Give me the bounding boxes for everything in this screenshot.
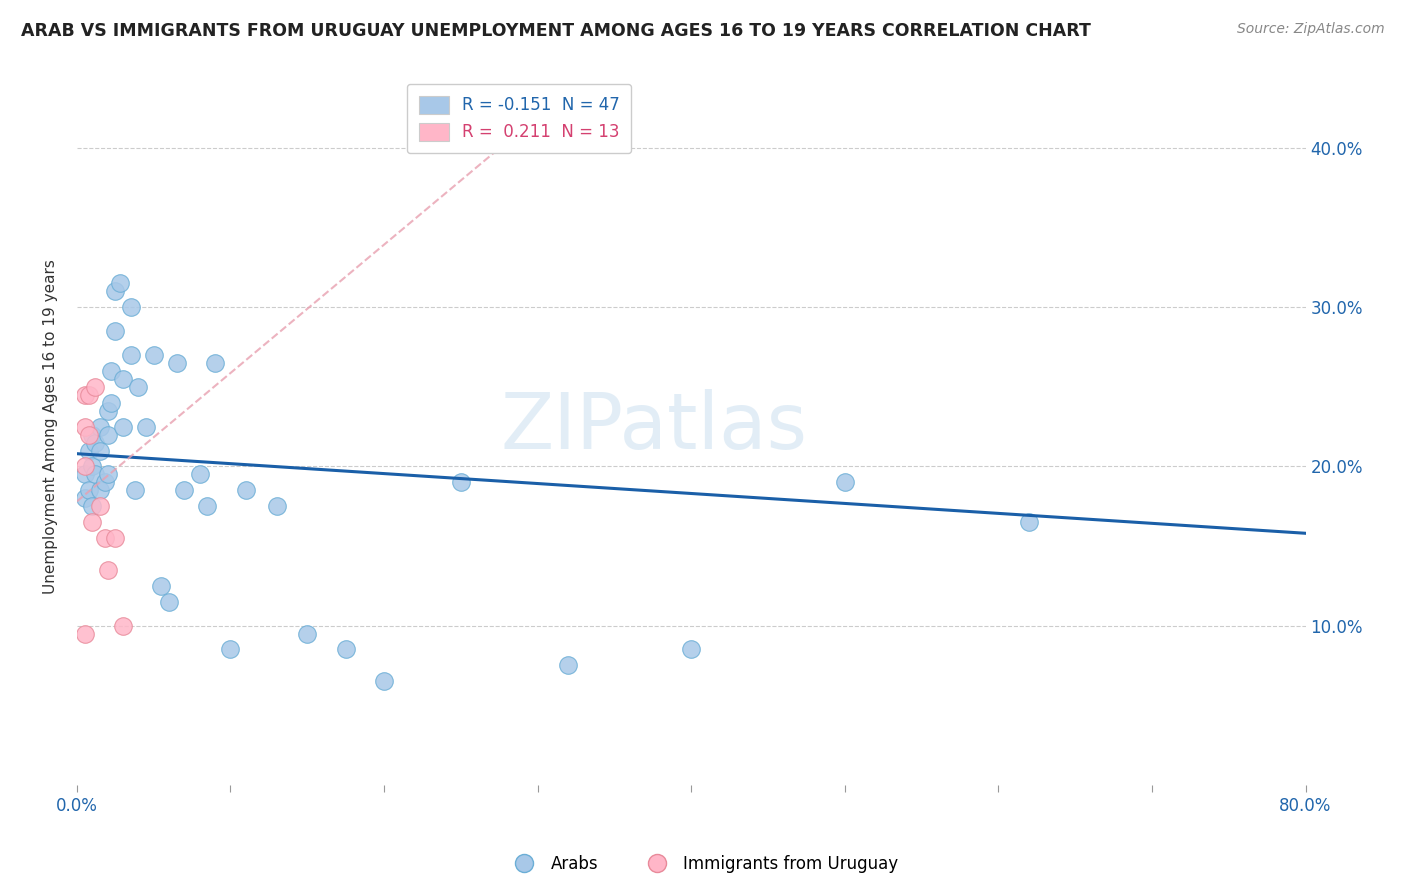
Point bbox=[82, 515, 104, 529]
Point bbox=[834, 475, 856, 490]
Point bbox=[173, 483, 195, 498]
Point bbox=[73, 459, 96, 474]
Point bbox=[89, 419, 111, 434]
Point bbox=[100, 364, 122, 378]
Point bbox=[100, 396, 122, 410]
Point bbox=[73, 467, 96, 482]
Point bbox=[1018, 515, 1040, 529]
Point bbox=[77, 443, 100, 458]
Point bbox=[557, 658, 579, 673]
Point bbox=[104, 531, 127, 545]
Point bbox=[150, 579, 173, 593]
Point bbox=[335, 642, 357, 657]
Point bbox=[93, 475, 115, 490]
Y-axis label: Unemployment Among Ages 16 to 19 years: Unemployment Among Ages 16 to 19 years bbox=[44, 260, 58, 594]
Point bbox=[188, 467, 211, 482]
Point bbox=[235, 483, 257, 498]
Point bbox=[84, 467, 107, 482]
Point bbox=[111, 372, 134, 386]
Point bbox=[97, 467, 120, 482]
Point bbox=[77, 483, 100, 498]
Point bbox=[111, 618, 134, 632]
Text: ARAB VS IMMIGRANTS FROM URUGUAY UNEMPLOYMENT AMONG AGES 16 TO 19 YEARS CORRELATI: ARAB VS IMMIGRANTS FROM URUGUAY UNEMPLOY… bbox=[21, 22, 1091, 40]
Point bbox=[97, 403, 120, 417]
Point bbox=[73, 491, 96, 506]
Point bbox=[82, 459, 104, 474]
Legend: R = -0.151  N = 47, R =  0.211  N = 13: R = -0.151 N = 47, R = 0.211 N = 13 bbox=[406, 84, 631, 153]
Point bbox=[135, 419, 157, 434]
Point bbox=[681, 642, 703, 657]
Point bbox=[84, 435, 107, 450]
Point bbox=[97, 563, 120, 577]
Text: ZIPatlas: ZIPatlas bbox=[501, 389, 808, 465]
Point bbox=[111, 419, 134, 434]
Point bbox=[73, 388, 96, 402]
Point bbox=[104, 324, 127, 338]
Point bbox=[97, 427, 120, 442]
Point bbox=[84, 380, 107, 394]
Point bbox=[89, 500, 111, 514]
Point bbox=[77, 388, 100, 402]
Point bbox=[120, 300, 142, 314]
Point bbox=[142, 348, 165, 362]
Point bbox=[297, 626, 319, 640]
Point bbox=[77, 427, 100, 442]
Legend: Arabs, Immigrants from Uruguay: Arabs, Immigrants from Uruguay bbox=[501, 848, 905, 880]
Point bbox=[197, 500, 219, 514]
Point bbox=[120, 348, 142, 362]
Point bbox=[450, 475, 472, 490]
Point bbox=[93, 531, 115, 545]
Point bbox=[108, 277, 131, 291]
Point bbox=[89, 443, 111, 458]
Point bbox=[104, 285, 127, 299]
Point bbox=[266, 500, 288, 514]
Point bbox=[89, 483, 111, 498]
Point bbox=[166, 356, 188, 370]
Point bbox=[204, 356, 226, 370]
Point bbox=[82, 427, 104, 442]
Point bbox=[124, 483, 146, 498]
Point bbox=[82, 500, 104, 514]
Point bbox=[219, 642, 242, 657]
Point bbox=[73, 419, 96, 434]
Point bbox=[157, 595, 180, 609]
Point bbox=[127, 380, 149, 394]
Text: Source: ZipAtlas.com: Source: ZipAtlas.com bbox=[1237, 22, 1385, 37]
Point bbox=[373, 674, 395, 689]
Point bbox=[73, 626, 96, 640]
